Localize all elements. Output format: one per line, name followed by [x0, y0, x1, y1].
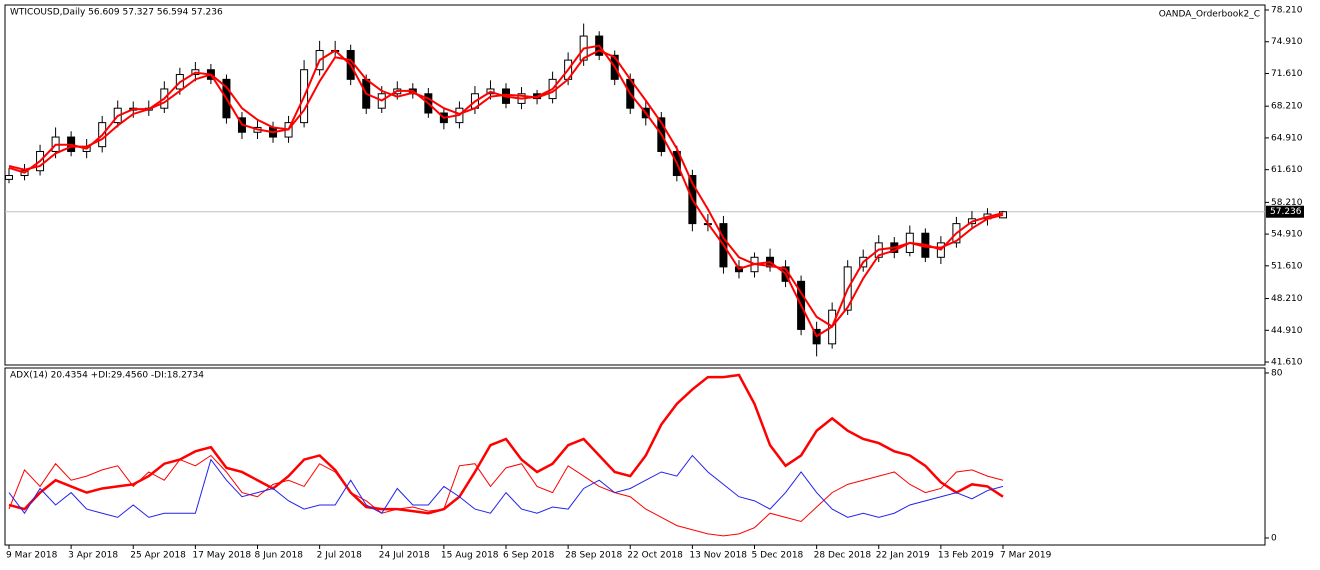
indicator-line: [8, 454, 1004, 537]
x-tick-label: 5 Dec 2018: [752, 551, 804, 561]
y-tick-label: 78.210: [1271, 6, 1303, 16]
x-tick-label: 9 Mar 2018: [6, 551, 58, 561]
x-tick-label: 6 Sep 2018: [503, 551, 555, 561]
indicator-title: ADX(14) 20.4354 +DI:29.4560 -DI:18.2734: [10, 371, 204, 381]
moving-average: [8, 44, 1004, 338]
x-tick-label: 8 Jun 2018: [255, 551, 304, 561]
x-tick-label: 13 Nov 2018: [689, 551, 747, 561]
x-tick-label: 24 Jul 2018: [379, 551, 430, 561]
source-label: OANDA_Orderbook2_C: [1159, 10, 1260, 20]
y-tick-label: 68.210: [1271, 102, 1303, 112]
x-tick-label: 28 Sep 2018: [565, 551, 622, 561]
y-tick-label: 61.610: [1271, 165, 1303, 175]
indicator-line: [8, 454, 1004, 518]
price-box-label: 57.236: [1270, 207, 1302, 217]
y-tick-label: 48.210: [1271, 294, 1303, 304]
y-tick-label: 0: [1271, 533, 1277, 543]
y-tick-label: 80: [1271, 368, 1283, 378]
y-tick-label: 58.210: [1271, 198, 1303, 208]
candle-body: [5, 175, 13, 180]
y-tick-label: 51.610: [1271, 261, 1303, 271]
indicator-line: [8, 373, 1004, 515]
price-panel: [4, 4, 1266, 366]
indicator-panel: [4, 367, 1266, 546]
x-tick-label: 13 Feb 2019: [938, 551, 994, 561]
x-tick-label: 15 Aug 2018: [441, 551, 499, 561]
x-tick-label: 3 Apr 2018: [68, 551, 118, 561]
y-tick-label: 44.910: [1271, 326, 1303, 336]
x-tick-label: 2 Jul 2018: [317, 551, 362, 561]
x-tick-label: 22 Oct 2018: [627, 551, 683, 561]
x-tick-label: 17 May 2018: [192, 551, 251, 561]
x-tick-label: 28 Dec 2018: [814, 551, 872, 561]
price-box: [1266, 205, 1304, 218]
y-tick-label: 74.910: [1271, 37, 1303, 47]
y-tick-label: 41.610: [1271, 358, 1303, 368]
chart-header: WTICOUSD,Daily 56.609 57.327 56.594 57.2…: [10, 8, 223, 18]
y-tick-label: 71.610: [1271, 69, 1303, 79]
x-tick-label: 25 Apr 2018: [130, 551, 186, 561]
x-tick-label: 7 Mar 2019: [1000, 551, 1052, 561]
y-tick-label: 64.910: [1271, 133, 1303, 143]
y-tick-label: 54.910: [1271, 230, 1303, 240]
x-tick-label: 22 Jan 2019: [876, 551, 930, 561]
moving-average: [8, 49, 1004, 328]
